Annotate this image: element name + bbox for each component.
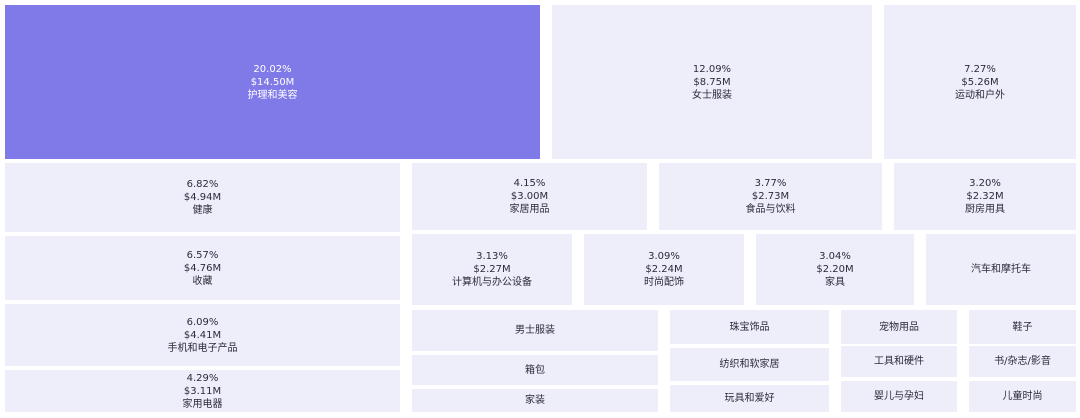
treemap-tile[interactable]: 宠物用品	[841, 310, 957, 344]
tile-label: 时尚配饰	[644, 277, 684, 288]
tile-label: 汽车和摩托车	[971, 264, 1031, 275]
tile-percent: 20.02%	[253, 63, 292, 75]
tile-label: 纺织和软家居	[719, 359, 780, 370]
tile-value: $5.26M	[961, 76, 999, 88]
tile-label: 手机和电子产品	[167, 342, 238, 354]
treemap-tile[interactable]: 工具和硬件	[841, 346, 957, 377]
tile-percent: 4.29%	[186, 372, 219, 384]
tile-percent: 6.09%	[186, 316, 219, 328]
tile-label: 箱包	[525, 364, 545, 376]
treemap-tile[interactable]: 儿童时尚	[969, 381, 1076, 412]
tile-label: 男士服装	[515, 325, 555, 336]
tile-value: $3.11M	[183, 385, 222, 397]
tile-label: 女士服装	[692, 89, 732, 101]
tile-percent: 12.09%	[692, 63, 732, 75]
treemap-tile[interactable]: 20.02% $14.50M 护理和美容	[5, 5, 540, 159]
treemap-tile[interactable]: 3.09% $2.24M 时尚配饰	[584, 234, 744, 305]
treemap-tile[interactable]: 6.09% $4.41M 手机和电子产品	[5, 304, 400, 366]
tile-percent: 6.57%	[186, 249, 219, 261]
treemap-tile[interactable]: 12.09% $8.75M 女士服装	[552, 5, 872, 159]
tile-percent: 4.15%	[513, 178, 546, 189]
tile-value: $2.20M	[816, 264, 854, 275]
treemap-tile[interactable]: 3.13% $2.27M 计算机与办公设备	[412, 234, 572, 305]
treemap-tile[interactable]: 纺织和软家居	[670, 348, 829, 381]
tile-label: 食品与饮料	[745, 204, 796, 215]
tile-value: $2.27M	[473, 264, 511, 275]
tile-value: $4.94M	[183, 192, 222, 203]
treemap-tile[interactable]: 汽车和摩托车	[926, 234, 1076, 305]
tile-percent: 3.13%	[476, 251, 508, 262]
tile-value: $4.41M	[183, 329, 222, 341]
treemap-tile[interactable]: 7.27% $5.26M 运动和户外	[884, 5, 1076, 159]
tile-label: 厨房用具	[965, 204, 1005, 215]
treemap-tile[interactable]: 箱包	[412, 355, 658, 385]
tile-label: 书/杂志/影音	[994, 356, 1051, 367]
tile-label: 珠宝饰品	[729, 321, 770, 333]
tile-percent: 3.04%	[819, 251, 851, 262]
tile-value: $3.00M	[510, 191, 549, 202]
treemap-tile[interactable]: 鞋子	[969, 310, 1076, 344]
tile-value: $14.50M	[250, 76, 295, 88]
tile-percent: 3.77%	[754, 178, 787, 189]
tile-label: 家用电器	[182, 398, 223, 410]
tile-value: $2.32M	[966, 191, 1004, 202]
tile-label: 婴儿与孕妇	[874, 391, 924, 402]
tile-percent: 3.09%	[648, 251, 680, 262]
treemap-tile[interactable]: 3.77% $2.73M 食品与饮料	[659, 163, 882, 230]
tile-percent: 7.27%	[964, 63, 996, 75]
tile-label: 运动和户外	[955, 89, 1005, 101]
treemap-tile[interactable]: 家装	[412, 389, 658, 412]
tile-label: 宠物用品	[879, 321, 919, 333]
tile-value: $2.24M	[645, 264, 683, 275]
tile-percent: 6.82%	[186, 179, 219, 190]
tile-value: $2.73M	[751, 191, 790, 202]
treemap-tile[interactable]: 3.20% $2.32M 厨房用具	[894, 163, 1076, 230]
treemap-tile[interactable]: 珠宝饰品	[670, 310, 829, 344]
tile-label: 家居用品	[509, 204, 550, 215]
treemap-tile[interactable]: 婴儿与孕妇	[841, 381, 957, 412]
tile-label: 收藏	[192, 275, 213, 287]
treemap-tile[interactable]: 6.82% $4.94M 健康	[5, 163, 400, 232]
treemap-tile[interactable]: 男士服装	[412, 310, 658, 351]
treemap-tile[interactable]: 玩具和爱好	[670, 385, 829, 412]
tile-label: 工具和硬件	[874, 356, 924, 367]
tile-label: 家装	[525, 395, 545, 406]
tile-label: 计算机与办公设备	[452, 277, 532, 288]
tile-percent: 3.20%	[969, 178, 1001, 189]
treemap-tile[interactable]: 书/杂志/影音	[969, 346, 1076, 377]
tile-label: 儿童时尚	[1002, 391, 1043, 402]
tile-value: $8.75M	[693, 76, 731, 88]
tile-label: 鞋子	[1012, 321, 1033, 333]
treemap-tile[interactable]: 6.57% $4.76M 收藏	[5, 236, 400, 300]
tile-label: 玩具和爱好	[724, 393, 775, 404]
tile-value: $4.76M	[183, 262, 222, 274]
tile-label: 护理和美容	[247, 89, 298, 101]
treemap-tile[interactable]: 4.15% $3.00M 家居用品	[412, 163, 647, 230]
treemap-tile[interactable]: 4.29% $3.11M 家用电器	[5, 370, 400, 412]
treemap-tile[interactable]: 3.04% $2.20M 家具	[756, 234, 914, 305]
tile-label: 健康	[192, 205, 213, 216]
tile-label: 家具	[825, 277, 845, 288]
